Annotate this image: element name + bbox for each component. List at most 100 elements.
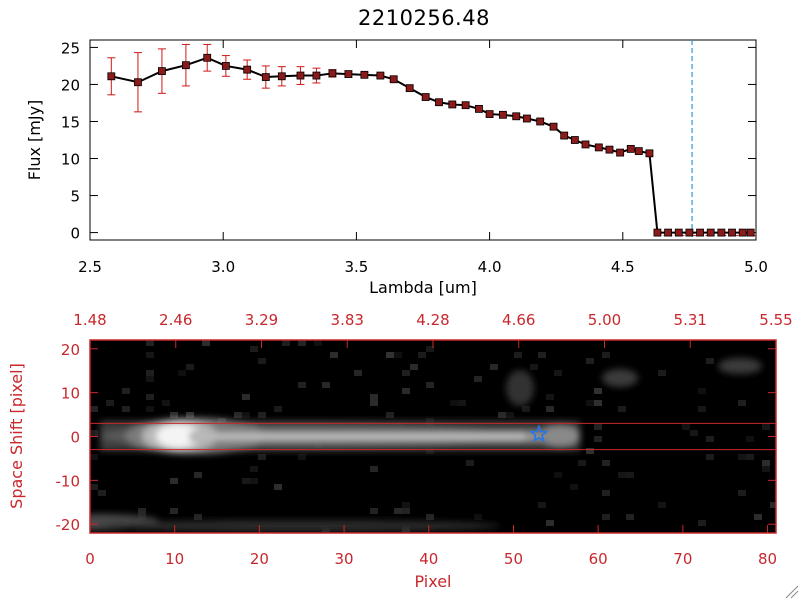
spectrum-y-tick-label: 0: [70, 225, 80, 243]
image-wavelength-tick-label: 5.31: [674, 311, 707, 329]
spectrum-y-tick-label: 10: [61, 151, 80, 169]
image-x-tick-label: 70: [673, 550, 692, 568]
image-wavelength-tick-label: 4.28: [416, 311, 449, 329]
spectrum-y-ticks: 0 5 10 15 20 25: [61, 39, 756, 243]
image-wavelength-tick-label: 1.48: [73, 311, 106, 329]
flux-point: [421, 93, 430, 101]
flux-point: [664, 228, 672, 237]
flux-point: [706, 228, 715, 237]
flux-point: [738, 228, 747, 237]
flux-point: [605, 145, 614, 154]
flux-point: [328, 69, 337, 78]
image-wavelength-tick-label: 2.46: [159, 311, 192, 329]
spectrum-y-tick-label: 25: [61, 39, 80, 57]
spectrum-x-tick-label: 2.5: [78, 258, 102, 276]
flux-point: [581, 140, 590, 149]
flux-point: [435, 98, 443, 107]
flux-point: [626, 144, 635, 153]
image-y-tick-label: 10: [61, 385, 80, 403]
flux-point: [512, 112, 521, 121]
spectrum-x-tick-label: 3.0: [211, 258, 235, 276]
flux-point: [296, 71, 305, 80]
image-y-tick-label: 20: [61, 341, 80, 359]
image-wavelength-tick-label: 5.55: [759, 311, 792, 329]
flux-markers: [107, 53, 755, 237]
spectral-trace: [90, 358, 762, 532]
spectrum-x-tick-label: 5.0: [744, 258, 768, 276]
image-y-tick-label: -20: [56, 516, 81, 534]
chart-title: 2210256.48: [358, 6, 490, 30]
flux-point: [728, 228, 736, 237]
flux-point: [107, 72, 116, 81]
flux-point: [344, 70, 353, 78]
image-x-tick-label: 0: [85, 550, 95, 568]
image-wavelength-ticks: 1.48 2.46 3.29 3.83 4.28 4.66 5.00 5.31 5.55: [73, 311, 793, 348]
image-x-ticks: 0 10 20 30 40 50 60 70 80: [85, 525, 777, 568]
flux-point: [475, 104, 483, 113]
flux-point: [312, 71, 321, 80]
flux-point: [570, 136, 579, 144]
image-wavelength-tick-label: 4.66: [502, 311, 535, 329]
spectrum-x-tick-label: 3.5: [344, 258, 368, 276]
flux-point: [645, 149, 654, 158]
image-wavelength-tick-label: 5.00: [588, 311, 621, 329]
spectrum-x-ticks: 2.5 3.0 3.5 4.0 4.5 5.0: [78, 40, 768, 276]
flux-point: [461, 101, 470, 110]
flux-point: [243, 65, 252, 74]
flux-point: [158, 67, 166, 76]
image-wavelength-tick-label: 3.83: [331, 311, 364, 329]
image-x-tick-label: 50: [504, 550, 523, 568]
spectrum-y-tick-label: 15: [61, 113, 80, 131]
spectrum-x-tick-label: 4.5: [611, 258, 635, 276]
flux-point: [594, 143, 603, 152]
spectral-image: [90, 340, 776, 532]
image-y-tick-label: 0: [70, 429, 80, 447]
flux-point: [261, 73, 270, 81]
spectrum-axes-frame: [89, 39, 757, 241]
image-x-tick-label: 60: [589, 550, 608, 568]
flux-point: [277, 72, 286, 81]
flux-point: [536, 117, 545, 126]
spectrum-x-tick-label: 4.0: [478, 258, 502, 276]
flux-point: [499, 110, 507, 119]
image-x-tick-label: 80: [758, 550, 777, 568]
image-y-axis-label: Space Shift [pixel]: [7, 363, 26, 509]
flux-point: [685, 228, 694, 237]
spectrum-y-tick-label: 20: [61, 76, 80, 94]
spectrum-panel: 2.5 3.0 3.5 4.0 4.5 5.0 0 5 10 15 20 25 Lambda [um…: [25, 39, 768, 297]
flux-point: [674, 228, 683, 237]
flux-point: [485, 110, 494, 118]
flux-point: [134, 78, 142, 87]
flux-point: [360, 70, 369, 79]
spectral-image-panel: 0 10 20 30 40 50 60 70 80 -20 -10 0 10 20 1.48 2.46 3.…: [7, 311, 793, 591]
image-y-tick-label: -10: [56, 472, 81, 490]
flux-point: [560, 131, 569, 140]
image-x-tick-label: 40: [419, 550, 438, 568]
flux-series-line: [111, 56, 751, 234]
flux-point: [448, 100, 457, 109]
flux-point: [549, 122, 558, 131]
image-x-tick-label: 20: [250, 550, 269, 568]
flux-point: [634, 147, 643, 156]
image-y-ticks: -20 -10 0 10 20: [56, 341, 776, 534]
flux-point: [182, 61, 190, 70]
spectrum-y-axis-label: Flux [mJy]: [25, 100, 44, 181]
image-wavelength-tick-label: 3.29: [245, 311, 278, 329]
flux-point: [405, 84, 414, 93]
flux-point: [376, 71, 385, 80]
flux-point: [653, 228, 662, 237]
flux-point: [616, 148, 625, 157]
image-x-tick-label: 30: [335, 550, 354, 568]
image-x-axis-label: Pixel: [414, 572, 451, 591]
flux-point: [696, 228, 704, 237]
flux-point: [389, 75, 398, 84]
image-x-tick-label: 10: [165, 550, 184, 568]
flux-point: [522, 114, 531, 123]
star-marker-icon: [529, 424, 549, 443]
resize-grip-icon[interactable]: [785, 585, 799, 599]
spectrum-y-tick-label: 5: [70, 188, 80, 206]
flux-point: [221, 62, 230, 70]
flux-point: [746, 228, 755, 237]
flux-point: [203, 53, 212, 62]
